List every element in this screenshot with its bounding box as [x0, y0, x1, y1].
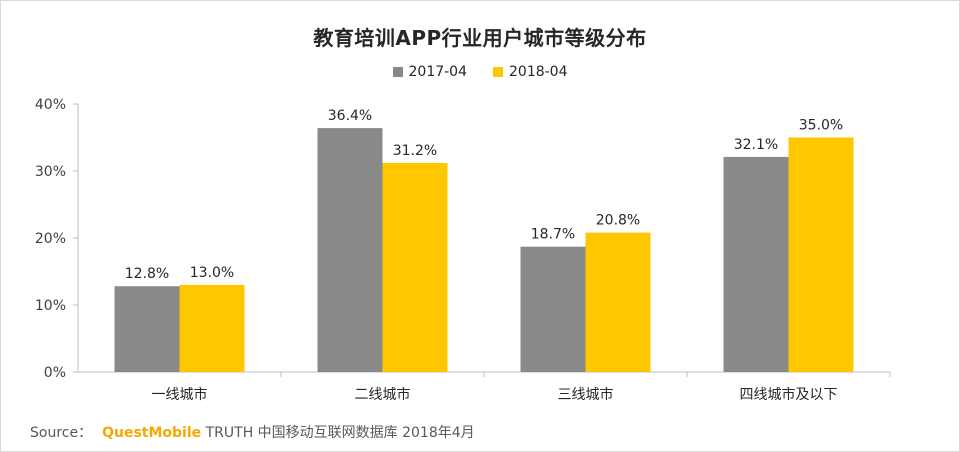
chart-title: 教育培训APP行业用户城市等级分布 [313, 26, 647, 50]
data-label: 13.0% [190, 265, 234, 281]
bar-2018-04 [382, 162, 448, 372]
bar-2017-04 [114, 286, 180, 372]
data-label: 12.8% [125, 266, 169, 282]
legend-label-2017-04: 2017-04 [408, 64, 468, 80]
bar-2018-04 [788, 137, 854, 372]
source-note: Source： QuestMobile TRUTH 中国移动互联网数据库 2018… [30, 422, 475, 442]
data-label: 36.4% [328, 108, 372, 124]
legend-swatch-2017-04 [392, 67, 403, 77]
source-label: Source： [30, 425, 93, 441]
legend: 2017-04 2018-04 [0, 64, 960, 80]
bar-2018-04 [585, 232, 651, 372]
data-label: 20.8% [596, 213, 640, 229]
legend-label-2018-04: 2018-04 [509, 64, 568, 80]
y-tick-label: 10% [35, 298, 66, 314]
x-tick-label: 三线城市 [558, 386, 614, 403]
bar-2017-04 [317, 128, 383, 372]
y-tick-label: 30% [35, 164, 66, 180]
x-tick-label: 二线城市 [355, 386, 411, 403]
y-tick-label: 0% [44, 365, 66, 381]
y-tick-label: 20% [35, 231, 66, 247]
data-label: 18.7% [531, 227, 575, 243]
source-text: TRUTH 中国移动互联网数据库 2018年4月 [205, 425, 475, 441]
x-tick-label: 一线城市 [152, 386, 208, 403]
data-label: 35.0% [799, 118, 843, 134]
bar-2017-04 [723, 156, 789, 372]
bar-2017-04 [520, 246, 586, 372]
data-label: 31.2% [393, 143, 437, 159]
y-tick-label: 40% [35, 97, 66, 113]
source-brand: QuestMobile [102, 425, 202, 441]
legend-swatch-2018-04 [493, 67, 503, 77]
legend-item-2018-04: 2018-04 [493, 64, 568, 80]
data-label: 32.1% [734, 137, 778, 153]
bar-2018-04 [179, 284, 245, 372]
x-tick-label: 四线城市及以下 [740, 386, 838, 403]
legend-item-2017-04: 2017-04 [392, 64, 468, 80]
